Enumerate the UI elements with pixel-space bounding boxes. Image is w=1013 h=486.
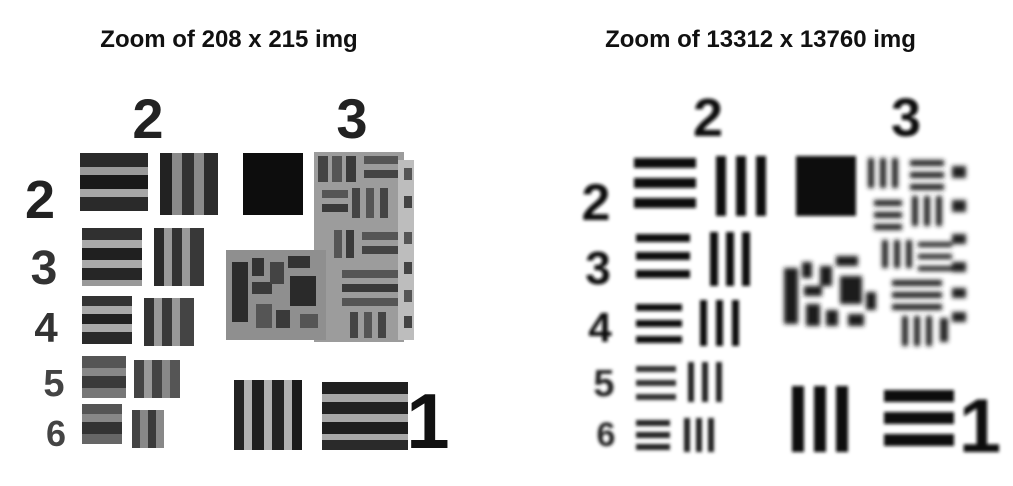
large-square-hr bbox=[796, 156, 856, 216]
bars-5-horizontal bbox=[82, 356, 126, 398]
element-label-2: 2 bbox=[25, 170, 55, 230]
element-label-2-hr: 2 bbox=[582, 174, 611, 232]
element-label-3-hr: 3 bbox=[585, 242, 611, 294]
bars-6-horizontal bbox=[82, 404, 122, 444]
bars-2-horizontal bbox=[80, 153, 148, 211]
element-label-5: 5 bbox=[43, 363, 64, 405]
bars-3-vertical bbox=[154, 228, 204, 286]
element-label-4: 4 bbox=[34, 304, 58, 351]
bottom-vertical-bars bbox=[234, 380, 302, 450]
bottom-horizontal-bars bbox=[322, 382, 408, 450]
group-label-3-hr: 3 bbox=[891, 88, 921, 148]
high-res-target-group: 2 3 2 3 4 5 6 bbox=[582, 88, 1002, 469]
element-label-3: 3 bbox=[31, 242, 58, 295]
bars-5-vertical bbox=[134, 360, 180, 398]
bottom-element-label-hr: 1 bbox=[959, 384, 1001, 469]
low-res-target-group: 2 3 2 3 4 5 6 bbox=[25, 87, 450, 465]
high-res-panel: Zoom of 13312 x 13760 img 2 3 2 3 4 5 6 bbox=[520, 0, 1013, 486]
element-label-5-hr: 5 bbox=[593, 363, 614, 405]
group-label-2: 2 bbox=[132, 87, 163, 150]
bars-3-horizontal bbox=[82, 228, 142, 286]
bars-4-horizontal-hr bbox=[636, 304, 682, 343]
bottom-vertical-bars-hr bbox=[792, 386, 848, 452]
bars-6-vertical-hr bbox=[684, 418, 714, 452]
group-label-3: 3 bbox=[336, 87, 367, 150]
large-square bbox=[243, 153, 303, 215]
bars-6-vertical bbox=[132, 410, 164, 448]
high-res-caption: Zoom of 13312 x 13760 img bbox=[605, 26, 916, 53]
bars-5-horizontal-hr bbox=[636, 366, 676, 400]
bars-4-vertical bbox=[144, 298, 194, 346]
bars-5-vertical-hr bbox=[688, 362, 722, 402]
central-fine-pattern bbox=[226, 250, 326, 340]
element-label-6: 6 bbox=[46, 413, 66, 454]
group3-fine-patterns-hr bbox=[868, 158, 966, 346]
element-label-6-hr: 6 bbox=[597, 416, 616, 454]
group3-fine-patterns bbox=[314, 152, 414, 342]
bars-3-vertical-hr bbox=[710, 232, 750, 286]
high-res-resolution-target: 2 3 2 3 4 5 6 bbox=[582, 88, 1002, 469]
element-label-4-hr: 4 bbox=[588, 304, 612, 351]
bars-4-horizontal bbox=[82, 296, 132, 344]
bottom-element-label: 1 bbox=[406, 377, 449, 465]
low-res-panel: Zoom of 208 x 215 img 2 3 2 3 4 5 6 bbox=[0, 0, 470, 486]
bars-2-vertical-hr bbox=[716, 156, 766, 216]
bars-2-vertical bbox=[160, 153, 218, 215]
bottom-horizontal-bars-hr bbox=[884, 390, 954, 446]
bars-3-horizontal-hr bbox=[636, 234, 690, 278]
bars-6-horizontal-hr bbox=[636, 420, 670, 450]
low-res-resolution-target: 2 3 2 3 4 5 6 bbox=[25, 87, 450, 465]
bars-4-vertical-hr bbox=[700, 300, 739, 346]
group-label-2-hr: 2 bbox=[693, 88, 723, 148]
central-fine-pattern-hr bbox=[784, 256, 876, 326]
low-res-caption: Zoom of 208 x 215 img bbox=[100, 26, 358, 53]
bars-2-horizontal-hr bbox=[634, 158, 696, 208]
